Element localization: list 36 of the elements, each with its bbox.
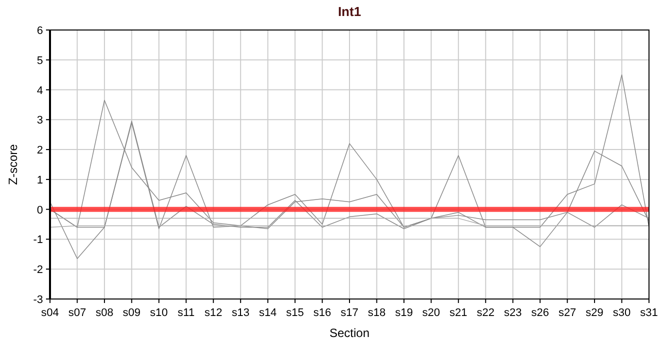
y-tick-label: 5 [36,54,43,67]
y-tick-label: 0 [36,204,43,216]
x-tick-label: s07 [68,307,86,319]
x-tick-label: s14 [258,307,277,319]
y-tick-label: -2 [33,264,43,276]
x-tick-label: s18 [368,307,386,319]
x-tick-label: s29 [586,307,604,319]
x-tick-label: s26 [531,307,549,319]
x-tick-label: s08 [96,307,114,319]
x-axis-title: Section [329,326,370,340]
x-tick-label: s21 [450,307,468,319]
y-tick-label: -3 [33,294,43,306]
x-tick-label: s04 [41,307,59,319]
y-tick-label: 4 [36,84,43,97]
x-tick-label: s20 [422,307,440,319]
y-tick-label: 6 [36,25,43,37]
y-axis-title: Z-score [6,144,20,185]
x-tick-label: s17 [340,307,358,319]
x-tick-label: s16 [313,307,332,319]
x-tick-label: s23 [504,307,522,319]
y-tick-label: 2 [36,144,43,157]
x-tick-label: s09 [122,307,141,319]
x-tick-label: s12 [204,307,222,319]
y-tick-label: 1 [36,174,43,186]
chart-title: Int1 [338,4,362,19]
x-tick-label: s27 [558,307,576,319]
x-tick-label: s15 [286,307,304,319]
x-tick-label: s13 [232,307,250,319]
x-tick-label: s22 [476,307,495,319]
x-tick-label: s10 [150,307,168,319]
y-tick-label: -1 [33,234,43,246]
x-tick-label: s19 [395,307,413,319]
x-tick-label: s30 [612,307,631,319]
x-tick-label: s11 [178,307,195,319]
x-tick-label: s31 [640,307,658,319]
y-tick-label: 3 [36,114,43,127]
